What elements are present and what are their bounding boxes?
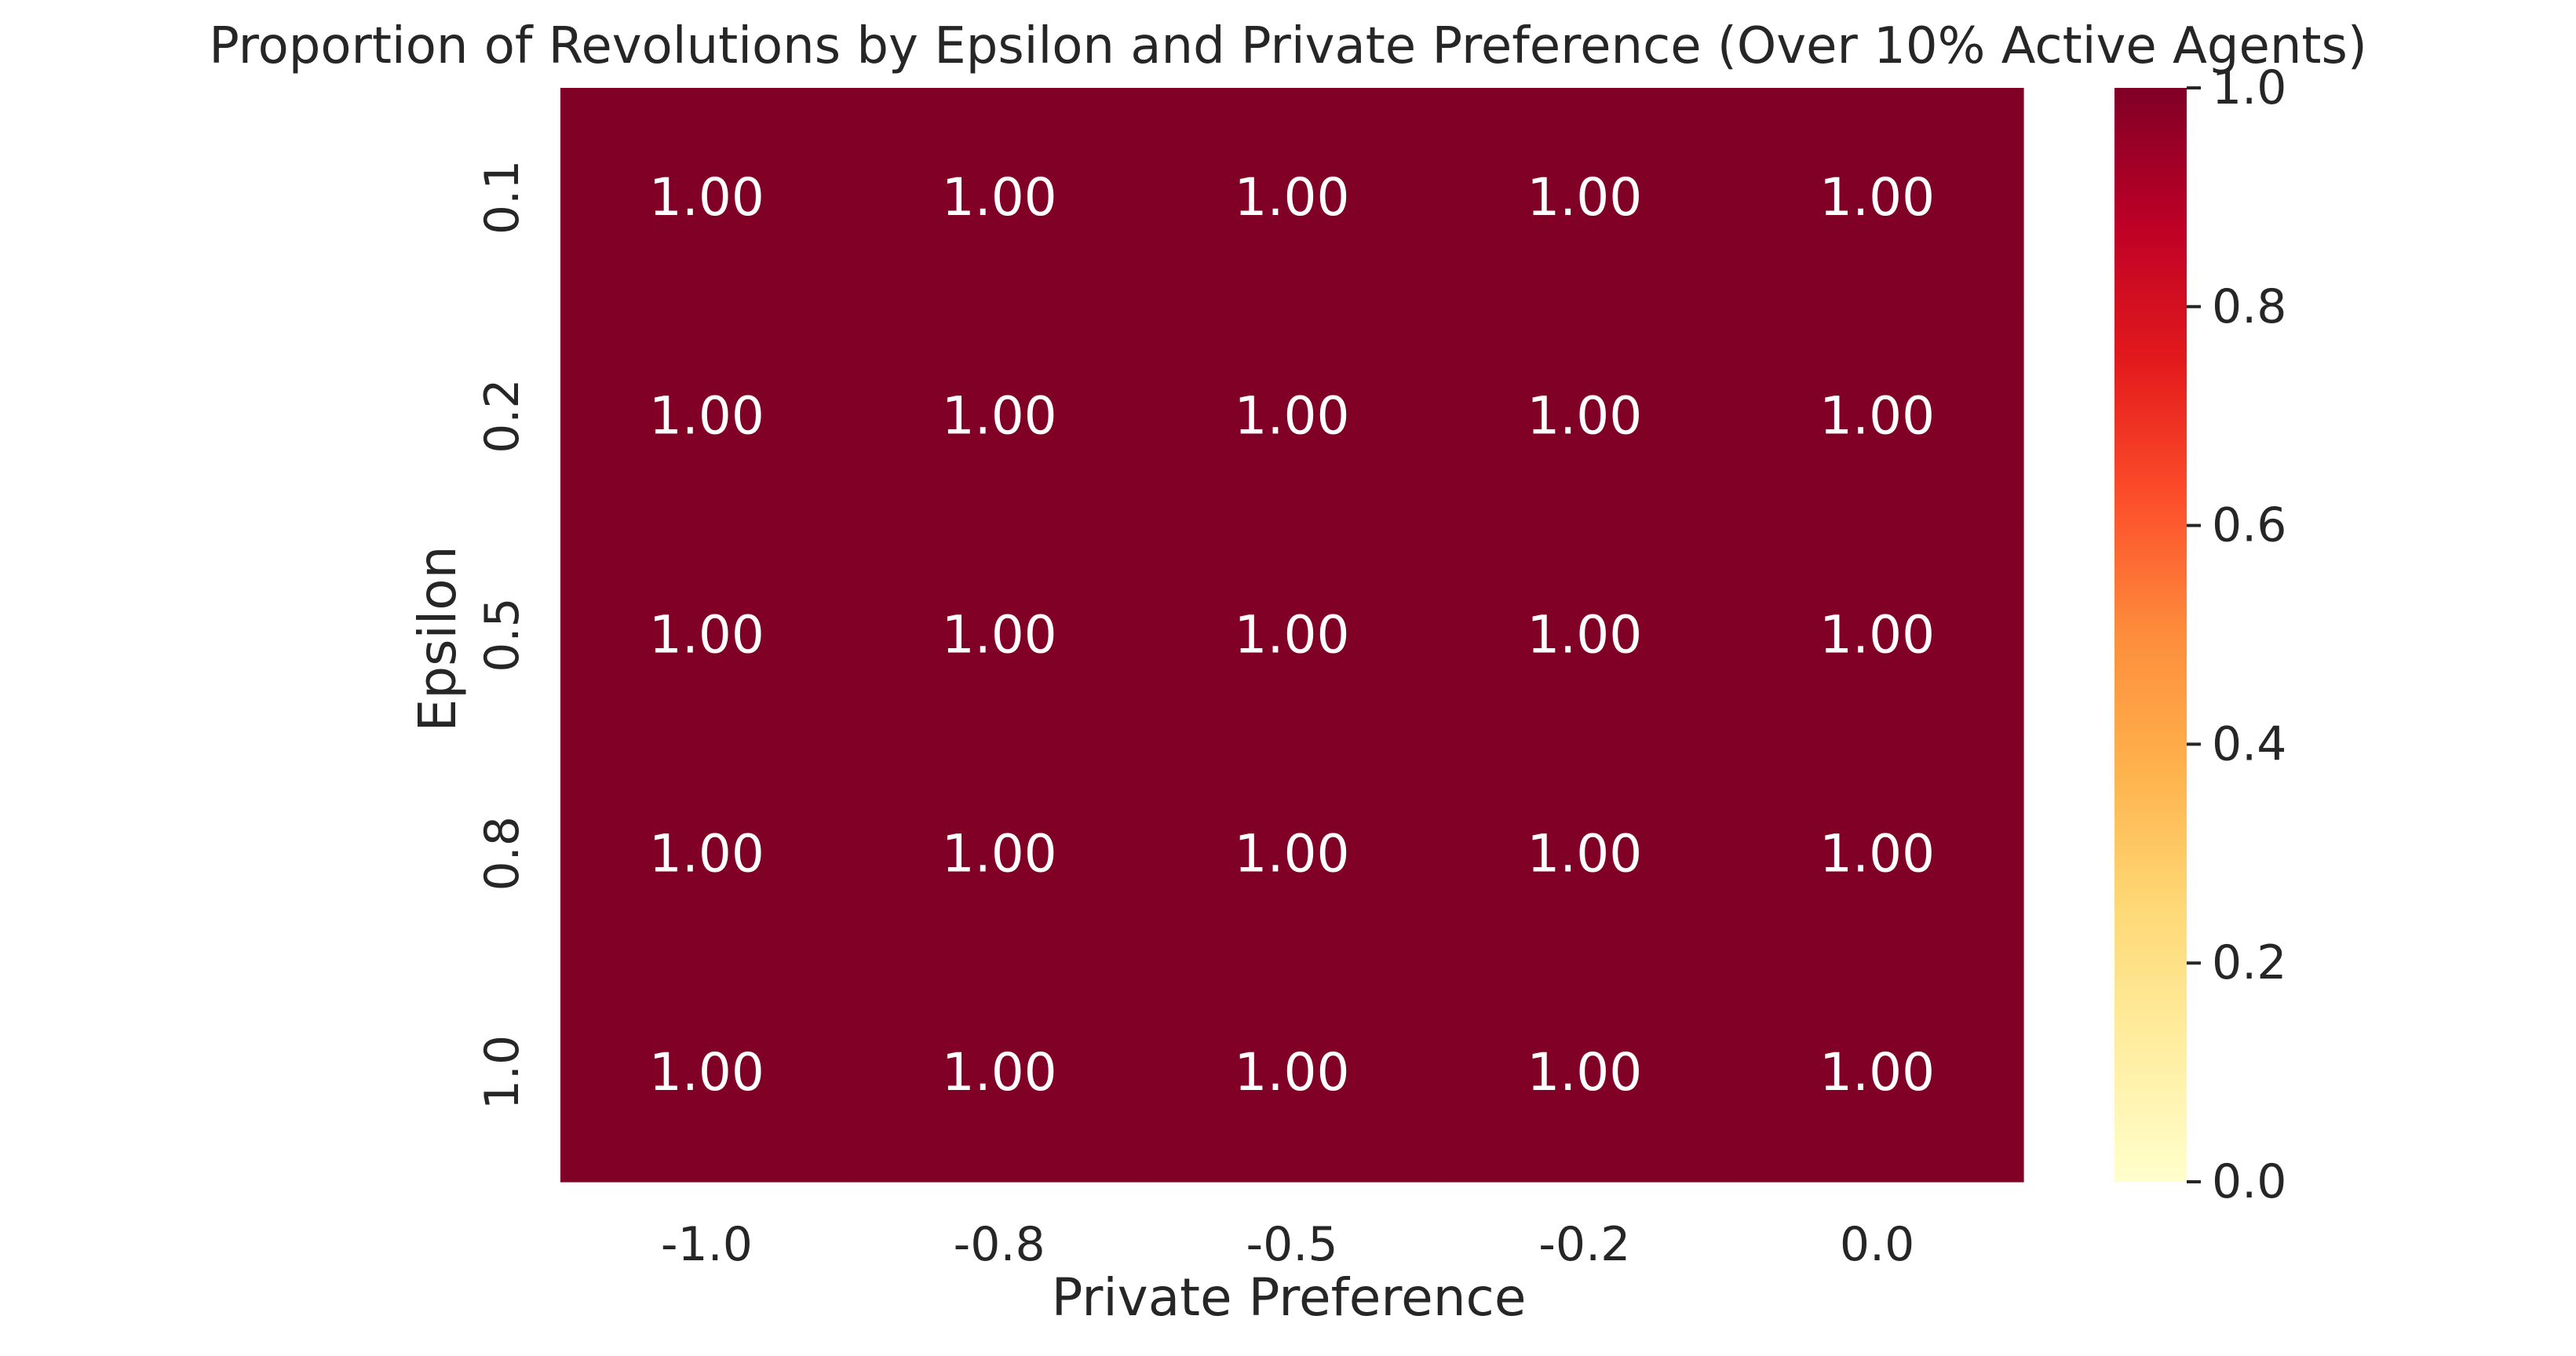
- colorbar-tick-label: 1.0: [2212, 60, 2286, 115]
- heatmap-cell: [1731, 963, 2024, 1183]
- heatmap-cell: [852, 744, 1147, 964]
- cell-value-label: 1.00: [1235, 167, 1350, 228]
- cell-value-label: 1.00: [649, 167, 764, 228]
- cell-value-label: 1.00: [942, 605, 1057, 665]
- heatmap-cell: [1731, 525, 2024, 745]
- cell-value-label: 1.00: [942, 167, 1057, 228]
- x-tick-label: -0.2: [1538, 1217, 1630, 1272]
- cell-value-label: 1.00: [1527, 386, 1642, 447]
- heatmap-cell: [1731, 744, 2024, 964]
- heatmap-annotations: 1.00 1.00 1.00 1.00 1.00 1.00 1.00 1.00 1.00 1.00…: [649, 167, 1935, 1103]
- x-tick-label: -0.8: [954, 1217, 1045, 1272]
- heatmap-cell: [560, 306, 854, 527]
- cell-value-label: 1.00: [1235, 823, 1350, 884]
- cell-value-label: 1.00: [1235, 605, 1350, 665]
- y-tick-label: 1.0: [475, 1035, 530, 1110]
- cell-value-label: 1.00: [649, 386, 764, 447]
- heatmap-cell: [1145, 88, 1439, 308]
- heatmap-cell: [1438, 88, 1731, 308]
- heatmap-cell: [1438, 963, 1731, 1183]
- y-tick-label: 0.8: [475, 816, 530, 891]
- chart-title: Proportion of Revolutions by Epsilon and…: [209, 17, 2367, 75]
- cell-value-label: 1.00: [1527, 605, 1642, 665]
- cell-value-label: 1.00: [649, 1042, 764, 1103]
- heatmap-cell: [560, 88, 854, 308]
- cell-value-label: 1.00: [1819, 823, 1935, 884]
- cell-value-label: 1.00: [942, 386, 1057, 447]
- colorbar-tick-label: 0.6: [2212, 498, 2286, 553]
- cell-value-label: 1.00: [1527, 823, 1642, 884]
- heatmap-cell: [1731, 306, 2024, 527]
- heatmap-cell: [1438, 306, 1731, 527]
- heatmap-cell: [1145, 306, 1439, 527]
- cell-value-label: 1.00: [1235, 1042, 1350, 1103]
- cell-value-label: 1.00: [942, 1042, 1057, 1103]
- y-tick-label: 0.1: [475, 160, 530, 235]
- y-axis-label: Epsilon: [407, 546, 468, 732]
- cell-value-label: 1.00: [1527, 1042, 1642, 1103]
- x-tick-label: 0.0: [1840, 1217, 1914, 1272]
- y-tick-label: 0.5: [475, 597, 530, 672]
- cell-value-label: 1.00: [1235, 386, 1350, 447]
- cell-value-label: 1.00: [649, 605, 764, 665]
- cell-value-label: 1.00: [1819, 167, 1935, 228]
- y-tick-label: 0.2: [475, 378, 530, 453]
- x-tick-label: -0.5: [1246, 1217, 1337, 1272]
- heatmap-cell: [1438, 744, 1731, 964]
- heatmap-cell: [852, 525, 1147, 745]
- heatmap-cell: [852, 963, 1147, 1183]
- heatmap-cell: [1145, 744, 1439, 964]
- x-tick-label: -1.0: [661, 1217, 753, 1272]
- colorbar-tick-label: 0.0: [2212, 1154, 2286, 1209]
- colorbar-ticks: 0.0 0.2 0.4 0.6 0.8 1.0: [2187, 60, 2286, 1209]
- heatmap-cells: [560, 88, 2024, 1183]
- cell-value-label: 1.00: [1527, 167, 1642, 228]
- x-axis: -1.0 -0.8 -0.5 -0.2 0.0: [661, 1217, 1914, 1272]
- heatmap-cell: [1145, 525, 1439, 745]
- cell-value-label: 1.00: [1819, 386, 1935, 447]
- heatmap-cell: [852, 306, 1147, 527]
- heatmap-cell: [1731, 88, 2024, 308]
- heatmap-cell: [1438, 525, 1731, 745]
- cell-value-label: 1.00: [942, 823, 1057, 884]
- heatmap-cell: [852, 88, 1147, 308]
- cell-value-label: 1.00: [1819, 605, 1935, 665]
- colorbar-tick-label: 0.8: [2212, 279, 2286, 334]
- cell-value-label: 1.00: [649, 823, 764, 884]
- y-axis: 0.1 0.2 0.5 0.8 1.0: [475, 160, 530, 1110]
- heatmap-cell: [560, 963, 854, 1183]
- cell-value-label: 1.00: [1819, 1042, 1935, 1103]
- heatmap-cell: [1145, 963, 1439, 1183]
- colorbar: [2114, 88, 2187, 1182]
- x-axis-label: Private Preference: [1052, 1267, 1527, 1328]
- colorbar-tick-label: 0.2: [2212, 935, 2286, 990]
- heatmap-cell: [560, 525, 854, 745]
- colorbar-tick-label: 0.4: [2212, 716, 2286, 771]
- heatmap-cell: [560, 744, 854, 964]
